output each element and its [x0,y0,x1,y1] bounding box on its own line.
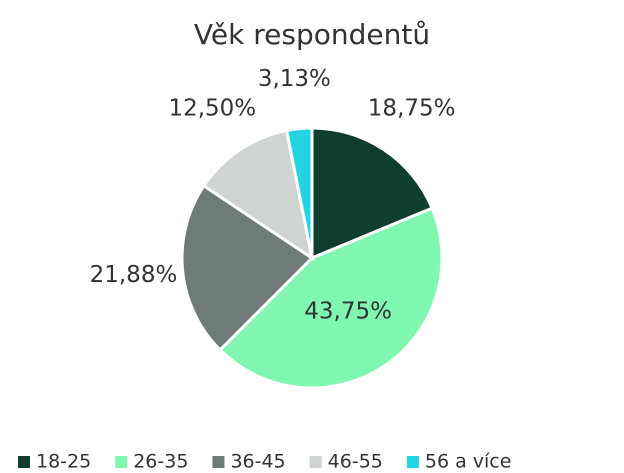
data-label: 3,13% [258,66,331,92]
legend-swatch [406,456,419,468]
data-label: 21,88% [90,262,178,288]
pie-slice [310,126,435,261]
pie-slice [201,128,315,262]
legend-label: 26-35 [133,451,188,473]
legend-swatch [115,456,128,468]
legend-swatch [212,456,225,468]
pie-slice [284,126,314,259]
legend-swatch [309,456,322,468]
legend-swatch [18,456,30,468]
legend-label: 56 a více [425,451,512,473]
legend-label: 18-25 [36,451,91,473]
pie-slice [217,206,444,390]
pie-slice [180,183,315,353]
data-label: 18,75% [368,95,456,121]
legend-label: 46-55 [328,451,383,473]
data-label: 12,50% [168,95,256,121]
data-label: 43,75% [304,299,392,325]
legend-label: 36-45 [230,451,285,473]
chart-title: Věk respondentů [194,18,430,51]
